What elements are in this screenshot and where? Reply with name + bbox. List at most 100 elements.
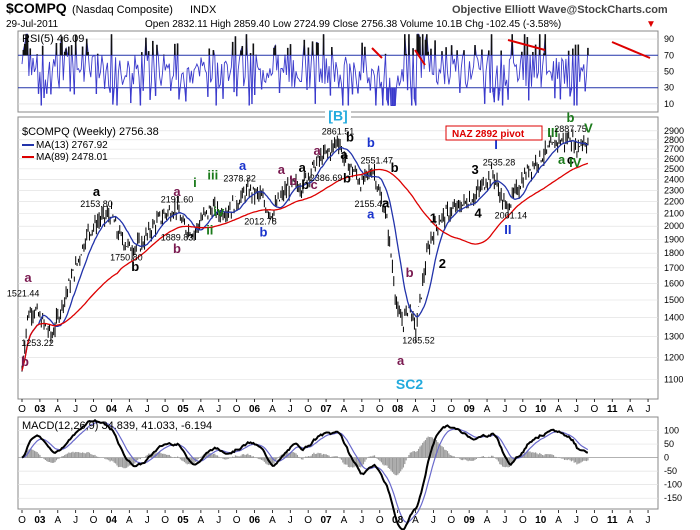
elliott-wave-labels: 1521.44b1253.22aa2153.801750.80ba2191.60…	[7, 107, 593, 392]
price-extreme-label: 2861.51	[322, 126, 355, 136]
wave-label: a	[93, 184, 101, 199]
x-tick-label: 03	[34, 404, 46, 415]
rsi-panel: 90 70 50 30 10 RSI(5) 46.09	[17, 30, 674, 113]
price-extreme-label: 1750.80	[110, 252, 143, 262]
price-extreme-label: 2378.32	[223, 174, 256, 184]
wave-label: b	[391, 160, 399, 175]
x-tick-label: 08	[392, 404, 404, 415]
x-tick-label: J	[502, 404, 507, 415]
x-tick-label: J	[73, 515, 78, 526]
price-tick-label: 1200	[664, 352, 684, 362]
price-tick-label: 2600	[664, 154, 684, 164]
wave-label: c	[567, 152, 574, 167]
x-axis-macd: O 03 A J O 04 A J O 05 A J O 06 A J O 07 A J O 08 A J O 09 A J O 10 A J…	[18, 510, 651, 526]
price-extreme-label: 2551.47	[360, 156, 393, 166]
x-tick-label: A	[269, 404, 276, 415]
price-tick-label: 1100	[664, 375, 683, 385]
rsi-tick-label: 30	[664, 83, 674, 93]
wave-label: 2	[439, 256, 446, 271]
price-tick-label: 1400	[664, 313, 684, 323]
x-tick-label: O	[90, 515, 98, 526]
price-extreme-label: 2012.78	[244, 216, 277, 226]
ma13-line	[21, 139, 588, 371]
x-tick-label: O	[590, 515, 598, 526]
x-tick-label: O	[376, 404, 384, 415]
rsi-gridlines	[18, 38, 658, 105]
price-tick-label: 1800	[664, 248, 684, 258]
macd-panel: 100 50 0 -50 -100 -150 MACD(12,26,9) 34.839, …	[17, 416, 682, 530]
wave-label: a	[367, 207, 375, 222]
wave-label: III	[547, 125, 558, 140]
macd-tick-label: 100	[664, 426, 679, 436]
wave-label: a	[382, 196, 390, 211]
x-tick-label: 04	[106, 515, 118, 526]
wave-label: b	[567, 110, 575, 125]
x-tick-label: J	[216, 515, 221, 526]
wave-label: 4	[474, 205, 482, 220]
wave-label: a	[278, 162, 286, 177]
x-tick-label: A	[555, 515, 562, 526]
x-tick-label: J	[145, 515, 150, 526]
wave-b-box	[325, 107, 351, 124]
x-tick-label: A	[412, 404, 419, 415]
rsi-divergence-line-4	[611, 41, 651, 59]
x-tick-label: O	[447, 404, 455, 415]
x-tick-label: O	[447, 515, 455, 526]
x-tick-label: 10	[535, 515, 547, 526]
macd-tick-label: -150	[664, 493, 682, 503]
pivot-box	[445, 125, 543, 141]
rsi-divergence-line-1	[371, 47, 383, 59]
x-tick-label: 06	[249, 515, 261, 526]
price-tick-label: 1300	[664, 332, 684, 342]
pivot-label: NAZ 2892 pivot	[452, 129, 525, 140]
price-frame	[17, 116, 659, 400]
chart-name: (Nasdaq Composite)	[72, 4, 173, 16]
x-tick-label: O	[304, 515, 312, 526]
wave-label: a	[239, 158, 247, 173]
x-tick-label: 11	[607, 404, 618, 415]
price-tick-label: 1600	[664, 278, 684, 288]
wave-label: b	[301, 177, 309, 192]
ma89-legend: MA(89) 2478.01	[36, 152, 108, 163]
rsi-tick-label: 70	[664, 50, 674, 60]
price-extreme-label: 1265.52	[402, 336, 435, 346]
x-tick-label: J	[145, 404, 150, 415]
price-extreme-label: 1889.83	[161, 233, 194, 243]
x-tick-label: 11	[607, 515, 618, 526]
chart-source: Objective Elliott Wave@StockCharts.com	[452, 4, 668, 16]
wave-label: II	[504, 222, 511, 237]
x-tick-label: J	[431, 515, 436, 526]
x-tick-label: A	[412, 515, 419, 526]
chart-date: 29-Jul-2011	[6, 19, 59, 30]
price-extreme-label: 2887.75	[554, 124, 587, 134]
price-extreme-label: 2535.28	[483, 157, 516, 167]
x-tick-label: 05	[177, 515, 189, 526]
x-tick-label: O	[90, 404, 98, 415]
down-arrow-icon: ▼	[646, 19, 656, 30]
x-tick-label: J	[574, 515, 579, 526]
rsi-divergence-line-2	[414, 49, 426, 66]
x-tick-label: J	[216, 404, 221, 415]
x-tick-label: A	[198, 404, 205, 415]
x-tick-label: 05	[177, 404, 189, 415]
wave-label: iii	[207, 167, 218, 182]
macd-axis: 100 50 0 -50 -100 -150	[664, 426, 682, 504]
x-tick-label: J	[502, 515, 507, 526]
wave-label: ii	[206, 223, 213, 238]
wave-label: iv	[213, 204, 225, 219]
x-tick-label: A	[341, 515, 348, 526]
x-tick-label: 09	[464, 515, 476, 526]
wave-label: V	[584, 121, 593, 136]
x-tick-label: 04	[106, 404, 118, 415]
ma89-line	[21, 162, 589, 371]
price-tick-label: 1900	[664, 234, 684, 244]
x-tick-label: O	[18, 515, 26, 526]
wave-label: b	[346, 130, 354, 145]
price-tick-label: 2900	[664, 126, 684, 136]
rsi-tick-label: 90	[664, 34, 674, 44]
rsi-label: RSI(5) 46.09	[22, 33, 84, 45]
x-tick-label: A	[341, 404, 348, 415]
price-extreme-label: 2153.80	[80, 199, 113, 209]
